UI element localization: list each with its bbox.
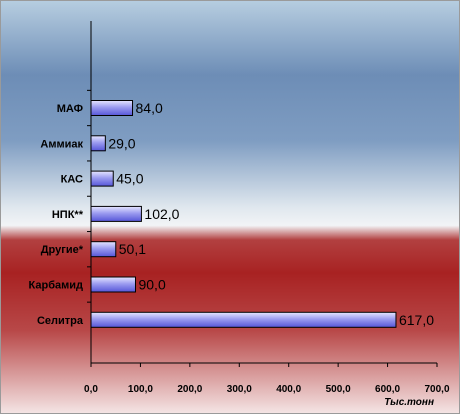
data-label: 84,0 [136,100,163,116]
bar [90,276,136,293]
bar [90,170,114,187]
data-label: 617,0 [399,312,434,328]
data-label: 29,0 [108,135,135,151]
data-label: 90,0 [138,277,165,293]
category-label: Селитра [37,315,84,327]
category-label: Карбамид [29,280,83,292]
x-axis-unit-label: Тыс.тонн [384,397,434,408]
category-label: НПК** [52,209,84,221]
x-tick-label: 500,0 [326,384,351,395]
x-tick-label: 0,0 [84,384,98,395]
x-tick-label: 300,0 [227,384,252,395]
x-tick-label: 200,0 [177,384,202,395]
bar [90,205,142,222]
data-label: 50,1 [119,241,146,257]
bar [90,311,397,328]
x-tick-label: 700,0 [424,384,449,395]
data-label: 45,0 [116,171,143,187]
data-label: 102,0 [144,206,179,222]
x-tick-label: 100,0 [128,384,153,395]
category-label: Аммиак [40,138,83,150]
x-tick-label: 400,0 [276,384,301,395]
category-label: Другие* [41,244,84,256]
bar [90,241,117,258]
category-label: КАС [61,174,83,186]
plot-area: 0,0 100,0 200,0 300,0 400,0 500,0 600,0 700,0 Ты… [29,21,450,408]
bar [90,100,134,116]
category-label: МАФ [57,103,83,115]
x-tick-label: 600,0 [375,384,400,395]
bar [90,135,106,152]
